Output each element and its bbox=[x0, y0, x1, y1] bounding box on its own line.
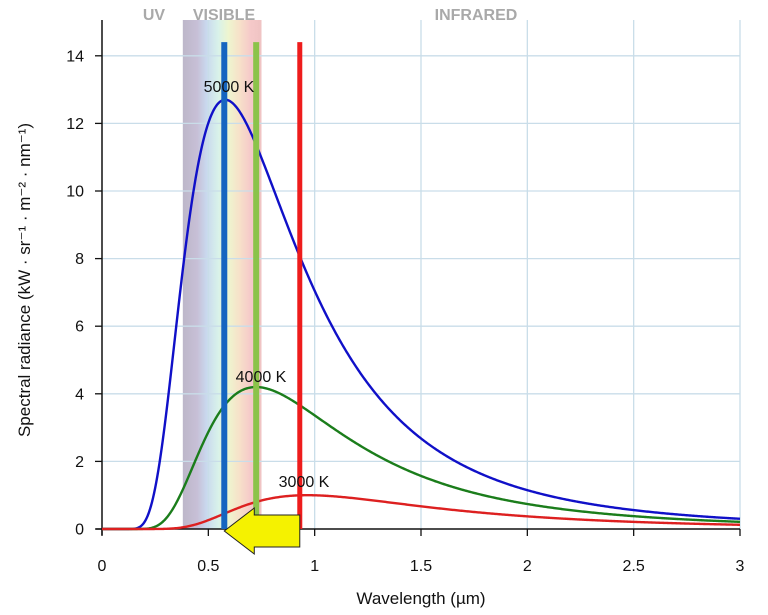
series bbox=[102, 98, 741, 531]
x-tick-label: 1 bbox=[310, 558, 319, 575]
curve-label-3000k: 3000 K bbox=[279, 474, 330, 491]
x-tick-label: 0.5 bbox=[197, 558, 219, 575]
region-label-UV: UV bbox=[143, 7, 166, 24]
grid bbox=[102, 20, 741, 529]
y-tick-label: 8 bbox=[75, 251, 84, 268]
y-tick-label: 0 bbox=[75, 522, 84, 539]
x-tick-label: 2 bbox=[523, 558, 532, 575]
region-label-visible: VISIBLE bbox=[193, 7, 256, 24]
curve-4000k bbox=[102, 385, 741, 531]
y-tick-label: 10 bbox=[66, 184, 84, 201]
y-tick-label: 4 bbox=[75, 386, 84, 403]
y-tick-label: 2 bbox=[75, 454, 84, 471]
curve-5000k bbox=[102, 98, 741, 531]
x-tick-label: 0 bbox=[98, 558, 107, 575]
y-axis-title: Spectral radiance (kW · sr⁻¹ · m⁻² · nm⁻… bbox=[15, 123, 34, 437]
curve-3000k bbox=[102, 494, 741, 531]
axes: 0 0.5 1 1.5 2 2.5 3 0 2 4 6 8 10 12 14 bbox=[66, 20, 745, 575]
x-tick-label: 1.5 bbox=[410, 558, 432, 575]
x-axis-title: Wavelength (µm) bbox=[356, 589, 485, 608]
labels: UV VISIBLE INFRARED 5000 K 4000 K 3000 K bbox=[143, 7, 517, 491]
y-tick-label: 12 bbox=[66, 116, 84, 133]
peak-markers bbox=[221, 42, 303, 556]
x-tick-label: 3 bbox=[736, 558, 745, 575]
wavelength-shift-arrow bbox=[223, 506, 301, 556]
y-tick-label: 6 bbox=[75, 319, 84, 336]
curve-label-4000k: 4000 K bbox=[236, 369, 287, 386]
y-tick-label: 14 bbox=[66, 48, 84, 65]
x-tick-label: 2.5 bbox=[623, 558, 645, 575]
curve-label-5000k: 5000 K bbox=[204, 79, 255, 96]
region-label-infrared: INFRARED bbox=[435, 7, 518, 24]
